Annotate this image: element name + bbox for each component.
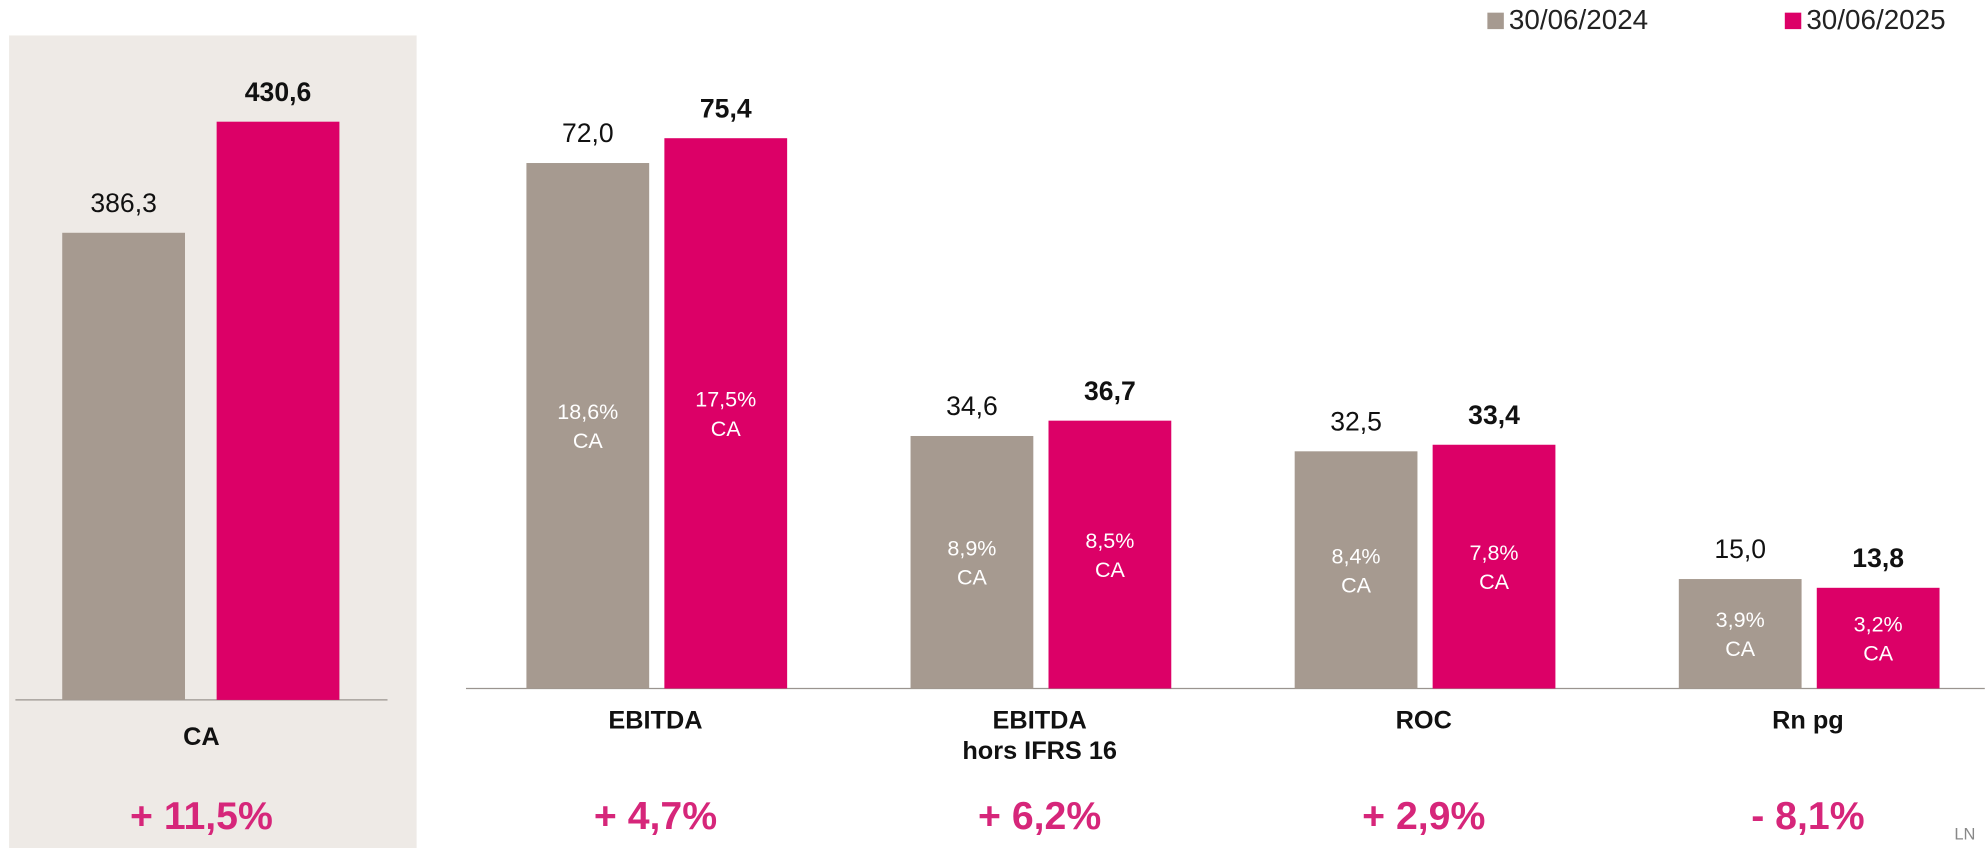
data-label: 15,0 <box>1714 534 1766 564</box>
legend-label: 30/06/2024 <box>1509 4 1648 35</box>
change-label: + 4,7% <box>594 794 717 838</box>
x-tick-label: CA <box>183 723 220 751</box>
data-label: 430,6 <box>245 77 311 107</box>
data-label: 75,4 <box>700 93 752 123</box>
inner-label: 3,9% CA <box>1716 608 1765 661</box>
change-label: + 11,5% <box>130 794 273 838</box>
inner-label: 7,8% CA <box>1470 541 1519 594</box>
change-label: + 2,9% <box>1362 794 1485 838</box>
legend-swatch <box>1784 12 1802 30</box>
change-label: + 6,2% <box>978 794 1101 838</box>
data-label: 34,6 <box>946 391 998 421</box>
data-label: 386,3 <box>90 188 156 218</box>
inner-label: 8,4% CA <box>1332 544 1381 597</box>
data-label: 13,8 <box>1852 543 1904 573</box>
inner-label: 8,9% CA <box>947 536 996 589</box>
bar <box>910 435 1034 689</box>
bar <box>664 138 788 689</box>
bar <box>1678 579 1802 689</box>
x-tick-label: ROC <box>1396 706 1452 734</box>
x-tick-label: EBITDA hors IFRS 16 <box>962 706 1117 764</box>
data-label: 33,4 <box>1468 400 1520 430</box>
bar <box>1816 587 1940 689</box>
data-label: 72,0 <box>562 118 614 148</box>
change-label: - 8,1% <box>1751 794 1864 838</box>
bar <box>216 121 340 700</box>
x-tick-label: Rn pg <box>1772 706 1844 734</box>
data-label: 36,7 <box>1084 376 1136 406</box>
bar <box>62 232 186 700</box>
legend-swatch <box>1487 12 1504 30</box>
data-label: 32,5 <box>1330 406 1382 436</box>
bar <box>1048 420 1172 689</box>
inner-label: 18,6% CA <box>557 400 618 453</box>
bar <box>1432 444 1556 689</box>
x-tick-label: EBITDA <box>608 706 702 734</box>
footer: LN <box>1954 826 1975 844</box>
bar <box>1294 451 1418 689</box>
legend-label: 30/06/2025 <box>1806 4 1945 35</box>
bar <box>526 163 650 689</box>
inner-label: 17,5% CA <box>695 387 756 440</box>
inner-label: 3,2% CA <box>1854 612 1903 665</box>
inner-label: 8,5% CA <box>1085 529 1134 582</box>
